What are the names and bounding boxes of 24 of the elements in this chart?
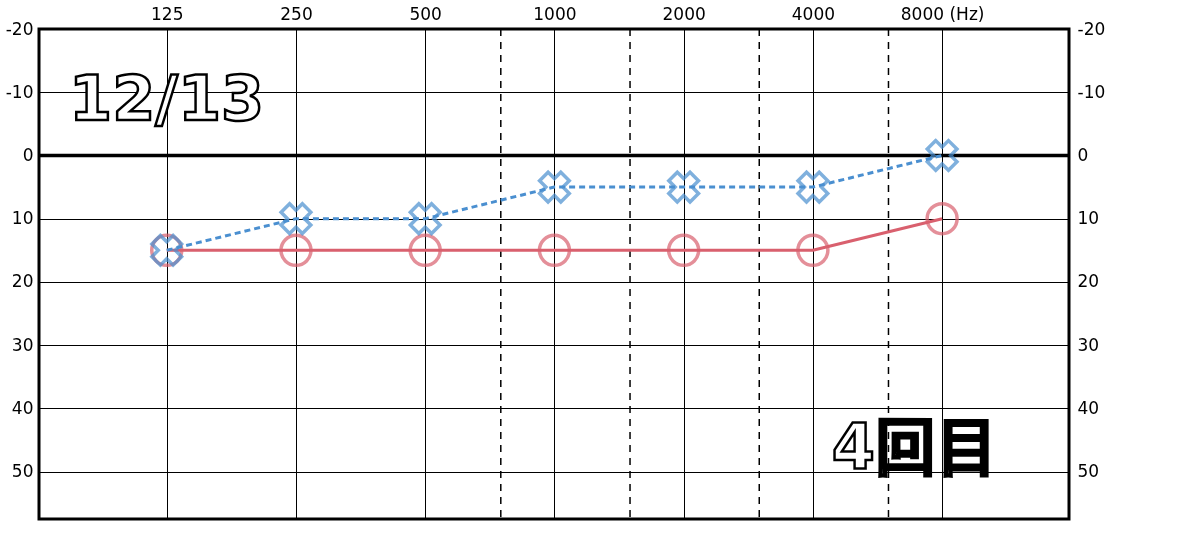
y-tick-label: 0 [22,144,34,165]
y2-tick-label: 20 [1077,271,1100,292]
y-tick-label: 50 [11,461,34,482]
y2-tick-label: -10 [1077,81,1106,102]
y2-tick-label: -20 [1077,18,1106,39]
y-tick-label: -10 [5,81,34,102]
x-tick-label: 250 [280,3,313,24]
y-tick-label: 20 [11,271,34,292]
x-tick-label: 2000 [662,3,706,24]
x-tick-label: 1000 [533,3,577,24]
y2-tick-label: 30 [1077,334,1100,355]
x-tick-label: 500 [409,3,442,24]
y2-tick-label: 50 [1077,461,1100,482]
y2-tick-label: 0 [1077,144,1089,165]
x-tick-label: 4000 [791,3,836,24]
y-tick-label: 30 [11,334,34,355]
annotation: 4回目 [831,410,999,483]
y-tick-label: 10 [11,208,34,229]
y2-tick-label: 10 [1077,208,1100,229]
y-tick-label: 40 [11,397,34,418]
x-tick-label: 8000 (Hz) [900,3,985,24]
x-tick-label: 125 [151,3,184,24]
y-tick-label: -20 [5,18,34,39]
y2-tick-label: 40 [1077,397,1100,418]
